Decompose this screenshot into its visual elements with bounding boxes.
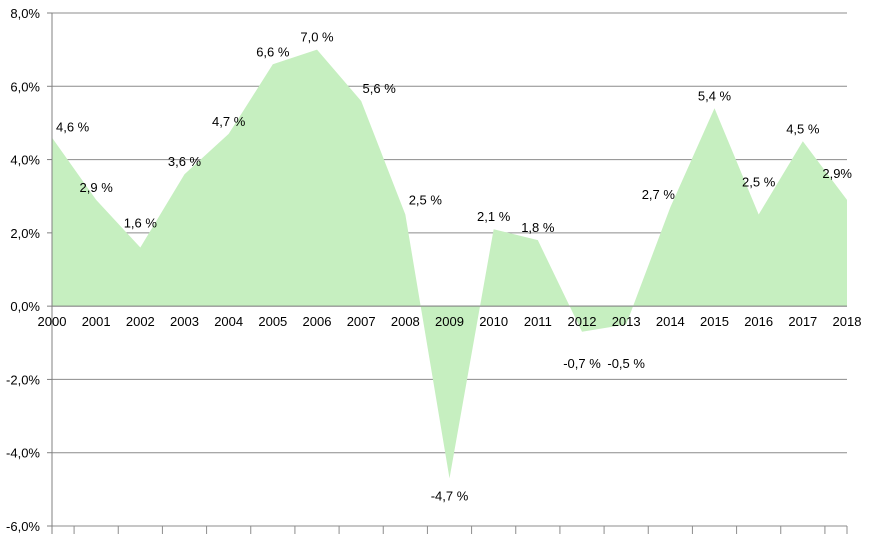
axes: 8,0% 6,0% 4,0% 2,0% 0,0% -2,0% -4,0% -6,0% 2000 2… [6,6,861,534]
data-label: 2,9 % [80,180,114,195]
x-tick-label: 2016 [744,314,773,329]
x-tick-label: 2006 [303,314,332,329]
data-label: 4,6 % [56,120,90,135]
area-series [52,49,847,479]
x-tick-label: 2005 [258,314,287,329]
data-label: 5,4 % [698,88,732,103]
x-tick-label: 2008 [391,314,420,329]
data-label: 7,0 % [300,30,334,45]
x-tick-label: 2001 [82,314,111,329]
x-tick-label: 2010 [479,314,508,329]
y-tick-label: 4,0% [10,153,40,168]
data-label: 2,1 % [477,209,511,224]
x-tick-label: 2007 [347,314,376,329]
y-tick-label: -2,0% [6,372,40,387]
y-tick-label: 2,0% [10,226,40,241]
data-label: 1,6 % [124,216,158,231]
data-label: 6,6 % [256,44,290,59]
x-tick-label: 2000 [38,314,67,329]
x-tick-label: 2004 [214,314,243,329]
y-tick-label: 6,0% [10,79,40,94]
data-label: 2,9% [822,166,852,181]
data-label: 3,6 % [168,154,202,169]
y-tick-label: 0,0% [10,299,40,314]
data-labels: 4,6 % 2,9 % 1,6 % 3,6 % 4,7 % 6,6 % 7,0 % 5,6 %… [56,30,852,504]
data-label: 2,5 % [409,193,443,208]
data-label: 2,5 % [742,175,776,190]
data-label: -4,7 % [431,488,469,503]
y-tick-label: -4,0% [6,446,40,461]
data-label: -0,5 % [607,356,645,371]
x-tick-label: 2017 [788,314,817,329]
y-tick-label: 8,0% [10,6,40,21]
x-tick-label: 2014 [656,314,685,329]
x-tick-label: 2015 [700,314,729,329]
plot-area [52,49,847,479]
data-label: 4,5 % [786,121,820,136]
x-tick-label: 2009 [435,314,464,329]
x-tick-label: 2013 [612,314,641,329]
x-tick-label: 2012 [568,314,597,329]
x-tick-label: 2002 [126,314,155,329]
x-tick-label: 2018 [833,314,862,329]
data-label: 1,8 % [521,220,555,235]
data-label: 5,6 % [363,81,397,96]
y-tick-label: -6,0% [6,519,40,534]
x-tick-label: 2011 [524,314,552,329]
data-label: 2,7 % [642,187,676,202]
data-label: 4,7 % [212,114,246,129]
data-label: -0,7 % [563,356,601,371]
x-tick-label: 2003 [170,314,199,329]
